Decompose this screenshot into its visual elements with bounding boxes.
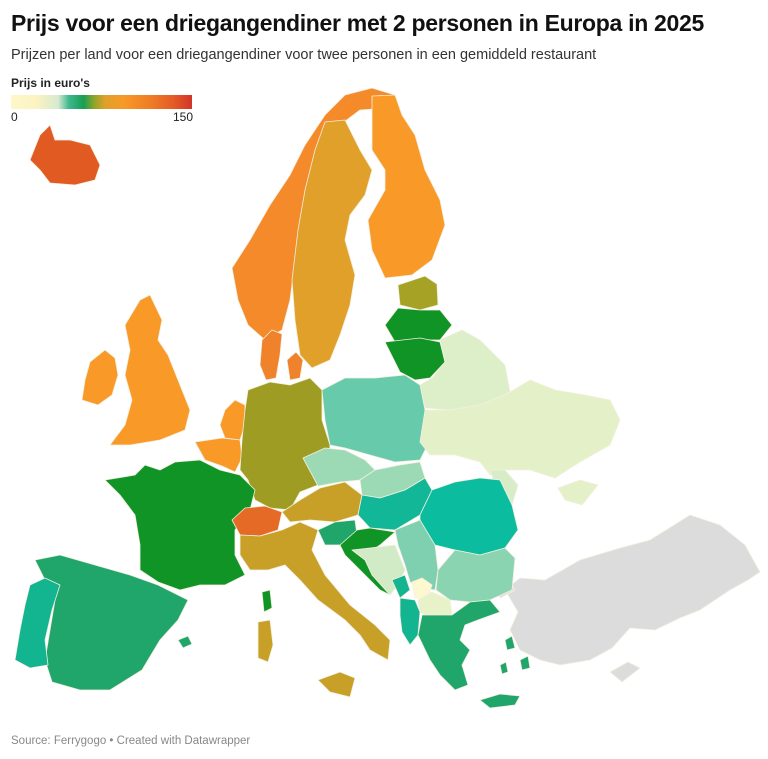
country-denmark-islands[interactable]: [286, 351, 304, 381]
source-footer: Source: Ferrygogo • Created with Datawra…: [11, 735, 251, 747]
legend-gradient-bar: [11, 95, 192, 109]
legend-labels: 0 150: [11, 110, 193, 124]
country-sweden[interactable]: [291, 119, 373, 369]
country-spain-balearics[interactable]: [177, 635, 193, 649]
country-lithuania[interactable]: [384, 337, 446, 381]
legend-title: Prijs in euro's: [11, 76, 90, 90]
country-kosovo[interactable]: [411, 577, 433, 599]
country-united-kingdom[interactable]: [109, 294, 191, 446]
country-albania[interactable]: [399, 597, 421, 646]
country-portugal[interactable]: [14, 577, 61, 669]
country-italy-sicily[interactable]: [317, 671, 356, 698]
country-cyprus[interactable]: [609, 661, 641, 683]
country-greece[interactable]: [417, 599, 501, 691]
country-iceland[interactable]: [29, 124, 101, 186]
country-montenegro[interactable]: [391, 574, 411, 599]
country-netherlands[interactable]: [219, 399, 246, 441]
legend-max-label: 150: [172, 110, 193, 124]
country-belgium[interactable]: [194, 437, 243, 473]
legend-min-label: 0: [11, 110, 18, 124]
country-ukraine-crimea[interactable]: [557, 479, 599, 506]
country-italy[interactable]: [239, 521, 391, 661]
country-hungary[interactable]: [357, 477, 433, 531]
country-bulgaria[interactable]: [435, 547, 516, 603]
country-germany[interactable]: [239, 377, 331, 511]
country-spain[interactable]: [34, 554, 189, 691]
country-romania[interactable]: [419, 477, 519, 556]
country-ukraine[interactable]: [419, 379, 621, 479]
color-legend: Prijs in euro's 0 150: [11, 76, 193, 124]
country-turkey[interactable]: [504, 514, 761, 666]
country-france[interactable]: [104, 459, 256, 591]
country-estonia[interactable]: [397, 275, 439, 311]
country-greece-islands[interactable]: [499, 635, 531, 675]
country-latvia[interactable]: [384, 307, 453, 343]
country-italy-sardinia[interactable]: [257, 619, 274, 663]
country-finland[interactable]: [367, 94, 446, 279]
chart-subtitle: Prijzen per land voor een driegangendine…: [11, 47, 597, 63]
country-denmark[interactable]: [259, 329, 283, 381]
country-france-corsica[interactable]: [261, 589, 273, 613]
chart-title: Prijs voor een driegangendiner met 2 per…: [11, 10, 705, 36]
country-ireland[interactable]: [81, 349, 119, 406]
country-greece-crete[interactable]: [479, 693, 521, 709]
country-poland[interactable]: [321, 374, 431, 463]
